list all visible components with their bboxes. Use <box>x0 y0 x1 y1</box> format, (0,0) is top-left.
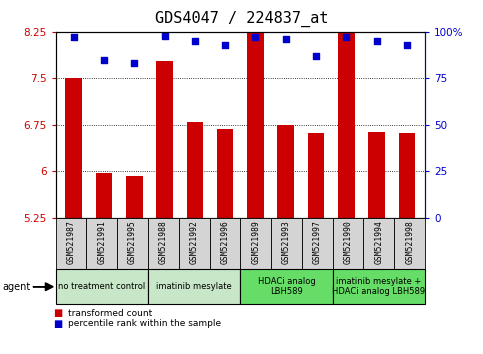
Point <box>221 42 229 48</box>
Text: GSM521990: GSM521990 <box>343 220 353 263</box>
Bar <box>308 133 325 218</box>
Text: transformed count: transformed count <box>68 309 152 318</box>
Point <box>100 57 108 63</box>
Text: GSM521992: GSM521992 <box>190 220 199 263</box>
Bar <box>277 125 294 218</box>
Bar <box>156 61 173 218</box>
Bar <box>368 132 385 218</box>
Bar <box>338 15 355 218</box>
Text: HDACi analog
LBH589: HDACi analog LBH589 <box>257 277 315 296</box>
Text: agent: agent <box>2 282 30 292</box>
Bar <box>96 173 113 218</box>
Text: ■: ■ <box>53 319 62 329</box>
Point <box>70 35 78 40</box>
Point <box>252 35 259 40</box>
Point <box>130 61 138 66</box>
Bar <box>186 122 203 218</box>
Text: ■: ■ <box>53 308 62 318</box>
Bar <box>217 129 233 218</box>
Point <box>342 35 350 40</box>
Text: imatinib mesylate: imatinib mesylate <box>156 282 232 291</box>
Text: GSM521995: GSM521995 <box>128 220 137 263</box>
Bar <box>247 13 264 218</box>
Text: GSM521994: GSM521994 <box>374 220 384 263</box>
Point <box>191 38 199 44</box>
Text: no treatment control: no treatment control <box>58 282 145 291</box>
Point <box>161 33 169 39</box>
Text: GSM521993: GSM521993 <box>282 220 291 263</box>
Text: GSM521996: GSM521996 <box>220 220 229 263</box>
Point <box>373 38 381 44</box>
Bar <box>65 78 82 218</box>
Point <box>312 53 320 59</box>
Point <box>282 36 290 42</box>
Text: GDS4047 / 224837_at: GDS4047 / 224837_at <box>155 11 328 27</box>
Point <box>403 42 411 48</box>
Text: GSM521988: GSM521988 <box>159 220 168 263</box>
Bar <box>398 133 415 218</box>
Text: GSM521997: GSM521997 <box>313 220 322 263</box>
Text: GSM521989: GSM521989 <box>251 220 260 263</box>
Text: GSM521991: GSM521991 <box>97 220 106 263</box>
Bar <box>126 176 142 218</box>
Text: GSM521987: GSM521987 <box>67 220 75 263</box>
Text: GSM521998: GSM521998 <box>405 220 414 263</box>
Text: percentile rank within the sample: percentile rank within the sample <box>68 319 221 329</box>
Text: imatinib mesylate +
HDACi analog LBH589: imatinib mesylate + HDACi analog LBH589 <box>332 277 426 296</box>
